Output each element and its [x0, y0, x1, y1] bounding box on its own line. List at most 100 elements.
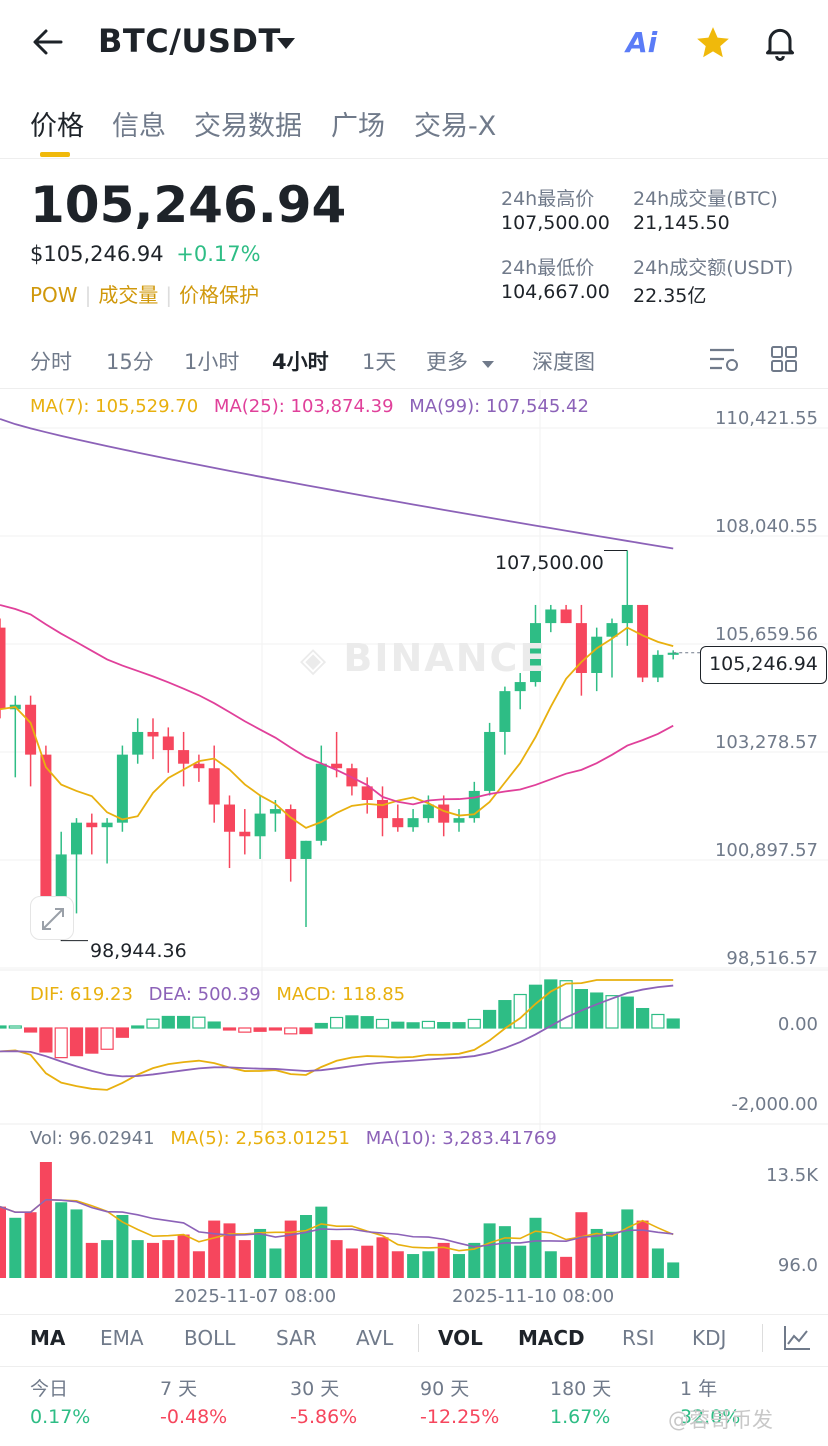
macd-bar	[100, 1027, 114, 1050]
interval-divider	[0, 388, 828, 389]
perf-label-5: 1 年	[680, 1378, 718, 1400]
volume-bar	[177, 1234, 190, 1278]
tab-trade-x[interactable]: 交易-X	[414, 111, 497, 142]
perf-value-2: -5.86%	[290, 1406, 358, 1428]
macd-y-top: 0.00	[777, 1014, 818, 1035]
y-tick-5: 100,897.57	[714, 840, 818, 861]
favorite-star-icon[interactable]	[694, 24, 732, 66]
pair-title[interactable]: BTC/USDT	[98, 22, 281, 60]
candle-body	[239, 831, 251, 837]
ind-vol[interactable]: VOL	[438, 1326, 483, 1350]
tag-pow[interactable]: POW	[30, 283, 78, 307]
tab-info[interactable]: 信息	[112, 111, 166, 142]
ai-button[interactable]: Ai	[626, 26, 670, 64]
indicator-chart-icon[interactable]	[782, 1324, 812, 1356]
macd-bar	[39, 1027, 53, 1053]
volume-bar	[39, 1162, 52, 1278]
tab-square[interactable]: 广场	[331, 111, 385, 142]
interval-more[interactable]: 更多	[426, 350, 468, 374]
candle-body	[86, 822, 98, 828]
back-button[interactable]	[28, 22, 68, 62]
y-tick-1: 110,421.55	[714, 408, 818, 429]
candle-body	[499, 691, 511, 732]
ind-ema[interactable]: EMA	[100, 1326, 144, 1350]
candle-body	[285, 809, 297, 859]
active-tab-indicator	[40, 152, 70, 157]
candle-body	[652, 654, 664, 678]
candle-body	[132, 731, 144, 755]
volume-bar	[162, 1240, 175, 1278]
ind-boll[interactable]: BOLL	[184, 1326, 236, 1350]
interval-4h[interactable]: 4小时	[272, 350, 329, 374]
macd-bar	[177, 1015, 191, 1029]
macd-bar	[69, 1027, 84, 1057]
ind-sar[interactable]: SAR	[276, 1326, 317, 1350]
candle-body	[621, 604, 633, 624]
binance-watermark: ◈ BINANCE	[300, 636, 548, 680]
interval-1h[interactable]: 1小时	[184, 350, 240, 374]
candle-body	[361, 786, 373, 800]
pair-dropdown-icon[interactable]	[276, 36, 296, 55]
vol-usdt-value: 22.35亿	[633, 285, 707, 307]
vol-btc-value: 21,145.50	[633, 212, 730, 234]
interval-15m[interactable]: 15分	[106, 350, 154, 374]
x-tick-1: 2025-11-07 08:00	[174, 1286, 337, 1307]
ind-kdj[interactable]: KDJ	[692, 1326, 727, 1350]
ind-ma[interactable]: MA	[30, 1326, 66, 1350]
chart-settings-icon[interactable]	[708, 345, 740, 379]
y-tick-2: 108,040.55	[714, 516, 818, 537]
macd-bar	[467, 1018, 481, 1029]
macd-bar	[314, 1022, 328, 1029]
candlestick-chart[interactable]	[0, 390, 828, 1130]
volume-bar	[101, 1240, 114, 1278]
interval-1d[interactable]: 1天	[362, 350, 397, 374]
candle-body	[178, 750, 190, 764]
volume-chart[interactable]	[0, 1130, 828, 1282]
candle-body	[147, 731, 159, 737]
xaxis-divider	[0, 1314, 828, 1315]
macd-bar	[0, 1025, 7, 1029]
tab-price[interactable]: 价格	[30, 111, 84, 142]
ind-macd[interactable]: MACD	[518, 1326, 585, 1350]
ma99-line	[0, 418, 674, 550]
dif-line	[0, 979, 674, 1091]
macd-label: MACD: 118.85	[276, 984, 406, 1005]
ind-rsi[interactable]: RSI	[622, 1326, 655, 1350]
x-tick-2: 2025-11-10 08:00	[452, 1286, 615, 1307]
vol-y-top: 13.5K	[766, 1165, 818, 1186]
macd-bar	[666, 1018, 680, 1029]
volume-bar	[269, 1248, 282, 1278]
interval-timeline[interactable]: 分时	[30, 350, 72, 374]
perf-label-3: 90 天	[420, 1378, 470, 1400]
bell-icon[interactable]	[760, 22, 800, 66]
perf-value-4: 1.67%	[550, 1406, 611, 1428]
perf-value-1: -0.48%	[160, 1406, 228, 1428]
volume-bar	[453, 1254, 465, 1278]
interval-depth[interactable]: 深度图	[532, 350, 595, 374]
macd-bar	[498, 1000, 512, 1029]
perf-value-5: 32.0%	[680, 1406, 741, 1428]
current-price-label: 105,246.94	[700, 646, 827, 684]
volume-bar	[407, 1254, 420, 1278]
macd-bar	[452, 1022, 466, 1029]
volume-bar	[590, 1228, 603, 1278]
price-change: +0.17%	[176, 242, 261, 266]
vol-label: Vol: 96.02941	[30, 1128, 155, 1149]
macd-bar	[483, 1009, 497, 1029]
candle-body	[331, 763, 343, 769]
tag-volume[interactable]: 成交量	[98, 283, 159, 307]
candle-body	[453, 818, 465, 823]
tab-trading-data[interactable]: 交易数据	[194, 111, 302, 142]
volume-bar	[254, 1228, 267, 1278]
volume-bar	[192, 1251, 205, 1278]
vol-btc-label: 24h成交量(BTC)	[633, 188, 778, 210]
volume-bar	[223, 1223, 236, 1278]
volume-bar	[330, 1240, 343, 1278]
volume-bar	[284, 1220, 297, 1278]
volume-bar	[315, 1206, 328, 1278]
candle-body	[530, 623, 541, 683]
ind-avl[interactable]: AVL	[356, 1326, 394, 1350]
layout-grid-icon[interactable]	[770, 345, 798, 377]
fullscreen-button[interactable]	[30, 896, 74, 940]
tag-price-protection[interactable]: 价格保护	[179, 283, 260, 307]
